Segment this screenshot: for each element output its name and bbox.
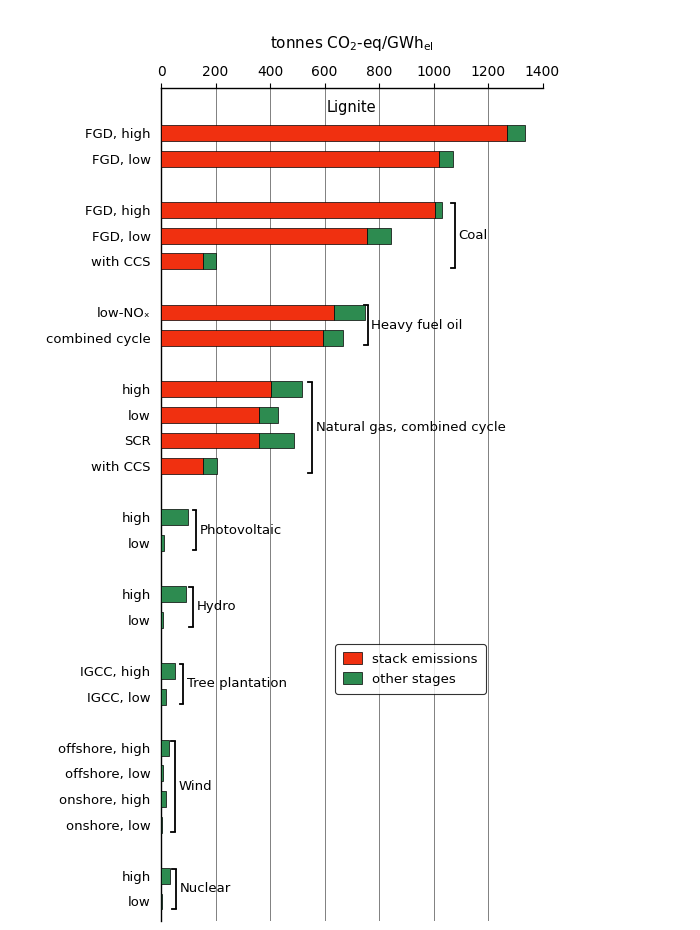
Bar bbox=[161, 126, 507, 141]
Bar bbox=[161, 432, 258, 448]
Bar bbox=[161, 202, 435, 218]
Bar bbox=[161, 817, 162, 832]
Bar bbox=[161, 151, 439, 166]
Bar bbox=[323, 330, 343, 346]
Bar bbox=[439, 151, 453, 166]
Bar bbox=[161, 765, 162, 781]
Bar bbox=[161, 791, 167, 807]
Text: Wind: Wind bbox=[178, 779, 212, 792]
Bar bbox=[161, 894, 162, 910]
Bar bbox=[272, 381, 302, 397]
Bar bbox=[367, 228, 391, 244]
Bar bbox=[161, 381, 272, 397]
Bar bbox=[161, 535, 164, 551]
Bar bbox=[161, 740, 169, 756]
Text: Coal: Coal bbox=[458, 229, 488, 242]
Legend: stack emissions, other stages: stack emissions, other stages bbox=[335, 644, 486, 694]
Bar bbox=[507, 126, 525, 141]
Bar bbox=[161, 689, 167, 705]
Bar bbox=[203, 253, 216, 269]
Text: Lignite: Lignite bbox=[327, 100, 377, 115]
Text: tonnes CO$_2$-eq/GWh$_\mathregular{el}$: tonnes CO$_2$-eq/GWh$_\mathregular{el}$ bbox=[270, 34, 434, 53]
Bar bbox=[258, 407, 278, 423]
Bar bbox=[161, 330, 323, 346]
Text: Heavy fuel oil: Heavy fuel oil bbox=[372, 319, 463, 332]
Bar bbox=[161, 510, 188, 525]
Bar bbox=[161, 663, 175, 679]
Text: Natural gas, combined cycle: Natural gas, combined cycle bbox=[316, 421, 505, 434]
Text: Tree plantation: Tree plantation bbox=[187, 677, 286, 690]
Bar bbox=[203, 458, 217, 474]
Bar bbox=[161, 228, 367, 244]
Bar bbox=[334, 304, 365, 320]
Bar bbox=[161, 586, 186, 602]
Bar bbox=[161, 253, 203, 269]
Bar bbox=[161, 407, 258, 423]
Bar bbox=[161, 458, 203, 474]
Bar bbox=[161, 868, 170, 884]
Bar bbox=[435, 202, 442, 218]
Text: Photovoltaic: Photovoltaic bbox=[199, 524, 282, 537]
Bar bbox=[161, 304, 334, 320]
Text: Nuclear: Nuclear bbox=[179, 883, 230, 896]
Bar bbox=[161, 612, 162, 628]
Bar bbox=[258, 432, 294, 448]
Text: Hydro: Hydro bbox=[197, 601, 236, 614]
